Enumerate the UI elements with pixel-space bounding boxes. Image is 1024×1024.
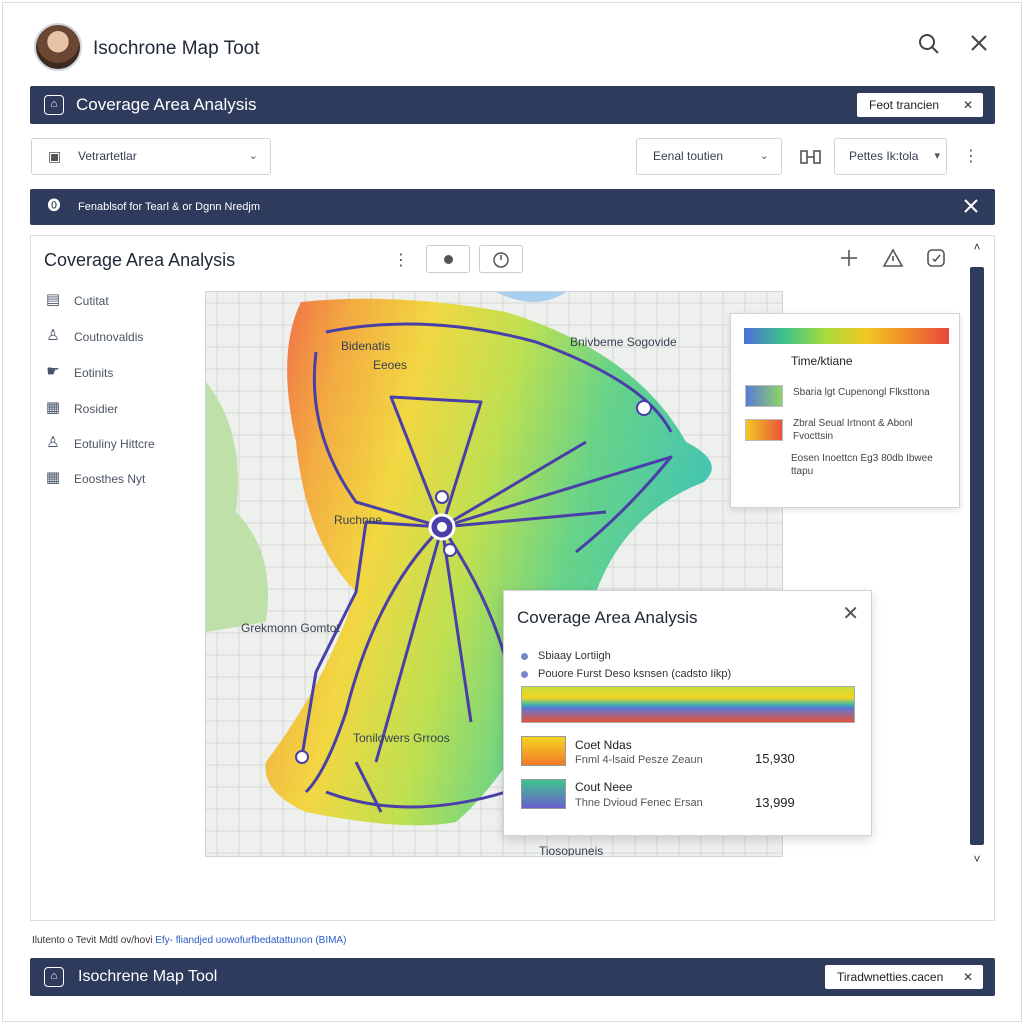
chevron-down-icon: ⌄ [248,150,258,162]
caret-down-icon: ▾ [934,150,940,162]
profile-select-value: Pettes Ik:tola [849,149,919,163]
bullet-icon [521,671,528,678]
chevron-down-icon: ⌄ [759,150,769,162]
map-label: Eeoes [373,358,408,372]
table-icon: ▦ [45,469,61,486]
dot-icon [443,255,453,264]
legend-swatch [745,385,783,407]
scroll-down-icon[interactable]: ˅ [973,852,981,866]
bullet-icon [521,653,528,660]
close-icon[interactable] [968,32,990,60]
more-vertical-icon[interactable]: ⋮ [393,252,409,269]
map-label: Grekmonn Gomtot [241,621,340,635]
route-lines [299,322,673,813]
close-icon[interactable]: ✕ [962,970,974,984]
home-icon[interactable]: ⌂ [44,95,64,115]
legend-card: Time/ktiane Sbaria lgt Cupenongl Flkstto… [730,313,960,508]
close-icon[interactable] [961,196,981,221]
sidebar-item-label: Eotinits [74,366,114,380]
profile-select[interactable]: Pettes Ik:tola ▾ [834,138,947,175]
legend-entry-text: Eosen Inoettcn Eg3 80db Ibwee ttapu [791,453,933,477]
header-pill-label: Feot trancien [869,98,940,112]
park-area [206,382,268,632]
sidebar-item-label: Coutnovaldis [74,330,144,344]
bottom-title: Isochrene Map Tool [78,968,218,985]
map-canvas [206,292,782,856]
row-sub: Fnml 4-lsaid Pesze Zeaun [575,754,703,766]
bottom-pill-label: Tiradwnetties.cacen [837,970,944,984]
document-icon: ▤ [45,291,61,308]
sidebar-item-label: Eoosthes Nyt [74,472,146,486]
row-value: 13,999 [755,795,795,810]
notice-bar: ⓿ Fenablsof for Tearl & or Dgnn Nredjm [30,189,995,225]
map-label: Ruchnne [334,513,383,527]
row-swatch [521,736,566,766]
header-bar: ⌂ Coverage Area Analysis Feot trancien ✕ [30,86,995,124]
location-markers [295,400,652,764]
plus-icon[interactable] [839,248,859,273]
hand-icon: ☛ [46,363,60,380]
bottom-bar: ⌂ Isochrene Map Tool Tiradwnetties.cacen… [30,958,995,996]
map-label: Tiosopuneis [539,844,604,857]
map-label: Bidenatis [341,339,391,353]
briefcase-icon: ▣ [48,148,62,164]
row-name: Coet Ndas [575,738,632,752]
footer-link[interactable]: Efy- fliandjed uowofurfbedatattunon (BIM… [155,935,347,946]
clock-icon [493,252,509,268]
legend-title: Time/ktiane [791,354,853,368]
user-icon: ♙ [46,327,60,344]
popup-line: Pouore Furst Deso ksnsen (cadsto Iikp) [538,668,732,680]
header-pill[interactable]: Feot trancien ✕ [857,93,983,117]
isochrone-area [265,298,712,826]
warning-icon[interactable] [882,248,904,273]
search-icon[interactable] [917,32,941,62]
map-label: Tonilowers Grroos [353,731,450,745]
title-row: Isochrone Map Toot [0,18,1024,78]
row-swatch [521,779,566,809]
header-title: Coverage Area Analysis [76,95,257,114]
settings-icon[interactable] [926,248,946,273]
map-label: Bnivbeme Sogovide [570,335,677,349]
compare-icon[interactable] [799,146,823,173]
time-select-value: Eenal toutien [653,149,724,163]
time-select[interactable]: Eenal toutien ⌄ [636,138,782,175]
bottom-pill[interactable]: Tiradwnetties.cacen ✕ [825,965,983,989]
legend-swatch [745,419,783,441]
avatar[interactable] [34,23,82,71]
analysis-popup: Coverage Area Analysis ✕ Sbiaay Lortiigh… [503,590,872,836]
legend-entry-text: Zbral Seual Irtnont & Abonl Fvocttsin [793,418,913,442]
row-value: 15,930 [755,751,795,766]
footer-text: Ilutento o Tevit Mdtl ov/hovi [32,935,153,946]
more-vertical-icon[interactable]: ⋮ [963,148,979,165]
scrollbar[interactable] [970,267,984,845]
person-icon: ♙ [46,434,60,451]
info-icon: ⓿ [47,198,61,213]
legend-entry-text: Sbaria lgt Cupenongl Flksttona [793,387,930,398]
water-area [496,292,566,302]
point-tool-button[interactable] [426,245,470,273]
popup-title: Coverage Area Analysis [517,608,698,627]
sidebar-item-label: Cutitat [74,294,109,308]
scroll-up-icon[interactable]: ˄ [973,240,981,254]
panel-title: Coverage Area Analysis [44,250,236,270]
notice-text: Fenablsof for Tearl & or Dgnn Nredjm [78,201,260,213]
vehicle-select[interactable]: ▣ Vetrartetlar ⌄ [31,138,271,175]
app-title: Isochrone Map Toot [93,38,260,59]
close-icon[interactable]: ✕ [962,98,974,112]
vehicle-select-value: Vetrartetlar [78,149,137,163]
popup-line: Sbiaay Lortiigh [538,650,611,662]
sidebar-item-label: Eotuliny Hittcre [74,437,155,451]
row-sub: Thne Dvioud Fenec Ersan [575,797,703,809]
isochrone-map[interactable]: Bidenatis Eeoes Bnivbeme Sogovide Ruchnn… [205,291,783,857]
close-icon[interactable]: ✕ [842,603,859,625]
row-name: Cout Neee [575,780,633,794]
sidebar-item-label: Rosidier [74,402,119,416]
popup-gradient-bar [521,686,855,723]
grid-icon: ▦ [45,399,61,416]
home-icon[interactable]: ⌂ [44,967,64,987]
footer-attribution: Ilutento o Tevit Mdtl ov/hovi Efy- flian… [32,935,346,946]
timer-tool-button[interactable] [479,245,523,273]
legend-gradient [744,328,949,344]
